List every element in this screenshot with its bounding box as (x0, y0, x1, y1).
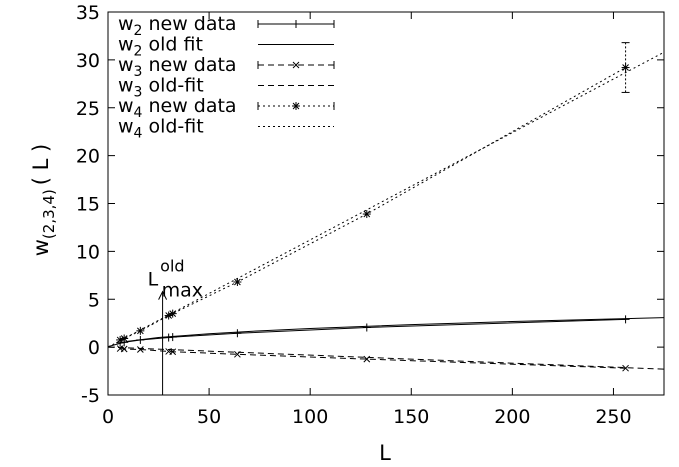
legend-label: w2 old fit (118, 34, 203, 60)
annotation-label-sub: max (162, 280, 203, 302)
data-point (621, 63, 630, 72)
data-point (362, 210, 371, 219)
y-axis-label-rest: ( L ) (29, 144, 53, 185)
data-point (120, 334, 129, 343)
y-tick-label: 20 (76, 146, 100, 168)
data-point (233, 278, 242, 287)
annotation-label: Lold (148, 257, 185, 291)
series-line (120, 318, 626, 344)
y-tick-label: 25 (76, 98, 100, 120)
series-w2-old-fit (107, 317, 665, 348)
data-point (622, 364, 629, 372)
series-w3-old-fit (107, 346, 665, 370)
y-axis-label-base: w (29, 239, 53, 256)
series-line (107, 346, 665, 370)
x-tick-label: 50 (197, 406, 221, 428)
legend-item: w4 old-fit (118, 116, 334, 142)
x-tick-label: 150 (393, 406, 429, 428)
y-tick-label: 5 (88, 289, 100, 311)
y-tick-label: 35 (76, 2, 100, 24)
legend-label: w4 new data (118, 95, 237, 121)
series (107, 42, 665, 372)
legend-label: w2 new data (118, 13, 237, 39)
data-point (233, 329, 242, 338)
series-w4-new-data (116, 42, 630, 344)
legend-item: w3 new data (118, 54, 335, 80)
legend-label: w4 old-fit (118, 116, 204, 142)
data-point (362, 323, 371, 332)
x-tick-label: 250 (595, 406, 631, 428)
y-axis-label-sub: (2,3,4) (40, 189, 58, 239)
legend-item: w3 old-fit (118, 75, 334, 101)
data-point (292, 20, 300, 28)
data-point (136, 346, 144, 353)
x-tick-label: 0 (102, 406, 114, 428)
series-line (107, 317, 665, 348)
y-tick-label: 30 (76, 50, 100, 72)
y-tick-label: -5 (81, 385, 100, 407)
x-tick-label: 200 (494, 406, 530, 428)
legend-item: w4 new data (118, 95, 335, 121)
series-line (119, 67, 626, 341)
annotation-arrowhead (158, 290, 168, 300)
legend-label: w3 old-fit (118, 75, 204, 101)
data-point (292, 102, 300, 110)
x-tick-label: 100 (292, 406, 328, 428)
data-point (136, 326, 145, 335)
legend-label: w3 new data (118, 54, 237, 80)
data-point (120, 345, 128, 353)
y-axis-label: w(2,3,4) ( L ) (29, 144, 58, 257)
data-point (292, 61, 300, 69)
y-tick-label: 15 (76, 194, 100, 216)
series-w3-new-data (116, 345, 629, 372)
y-tick-label: 10 (76, 241, 100, 263)
legend-item: w2 old fit (118, 34, 334, 60)
data-point (621, 315, 630, 324)
x-axis-label: L (379, 441, 391, 465)
legend-item: w2 new data (118, 13, 335, 39)
y-tick-label: 0 (88, 337, 100, 359)
series-line (120, 348, 626, 369)
